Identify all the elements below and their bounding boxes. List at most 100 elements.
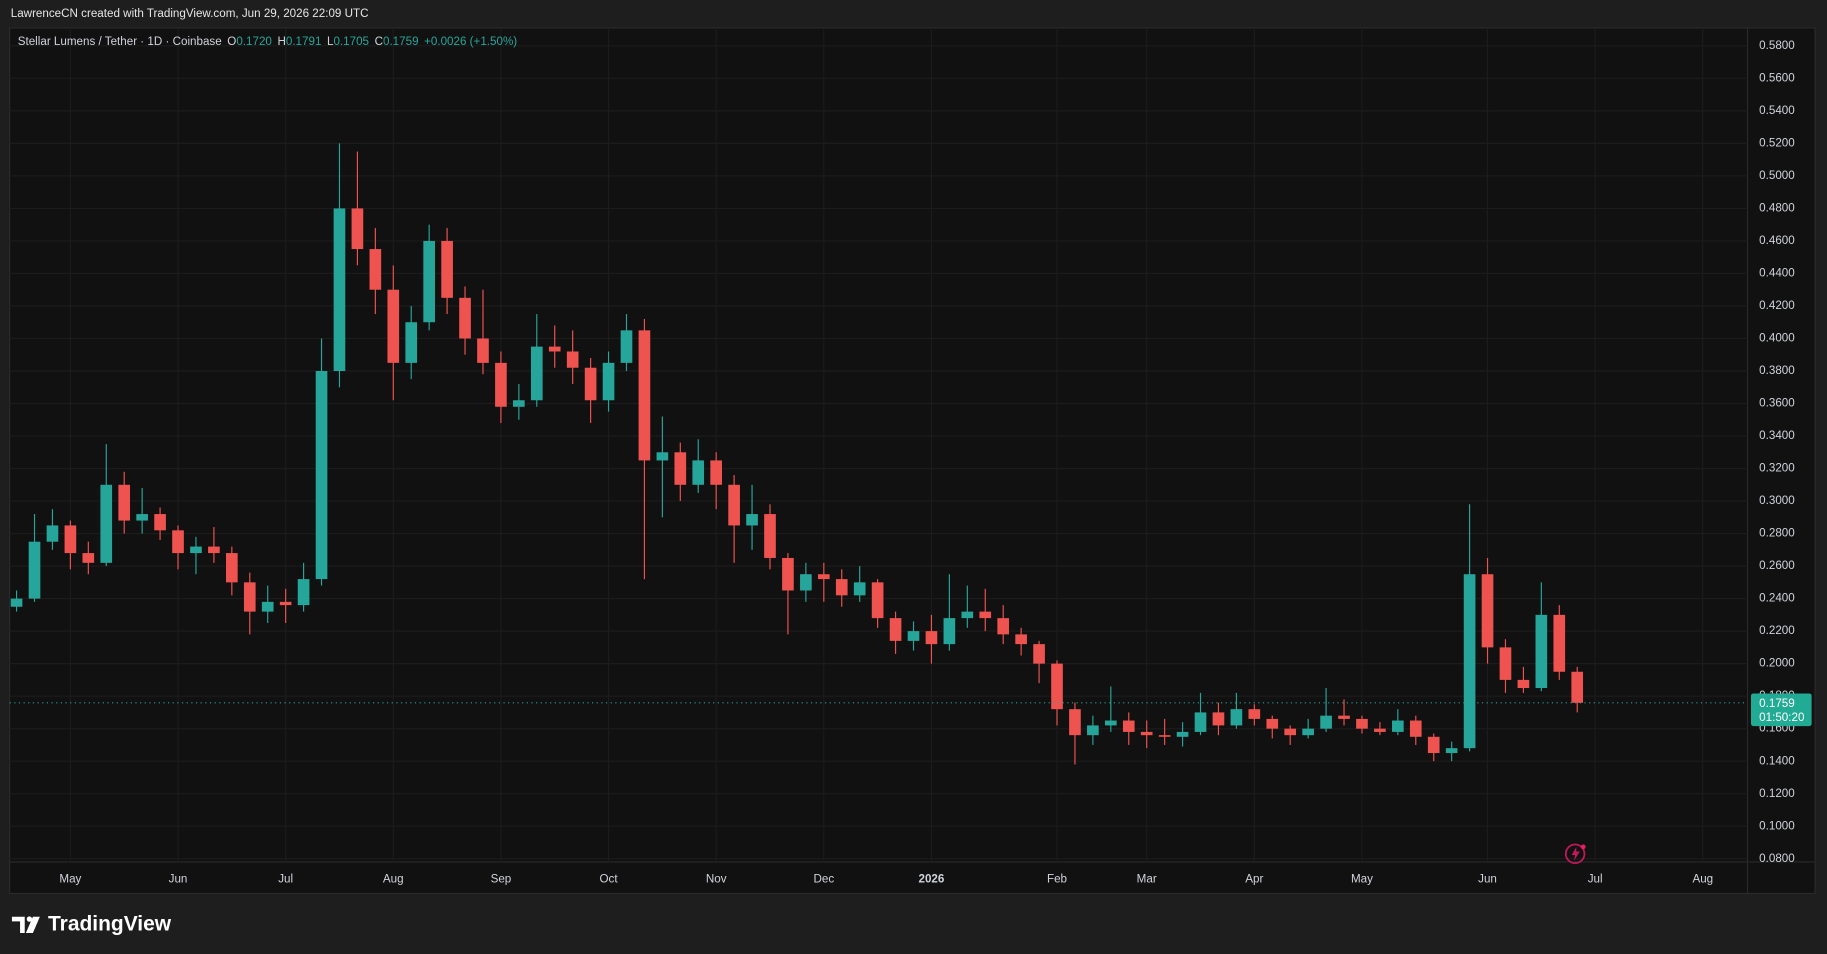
candle-body <box>10 598 23 607</box>
x-tick-label: Sep <box>491 873 512 886</box>
high-value: 0.1791 <box>286 35 322 48</box>
high-label: H <box>277 35 285 48</box>
attribution: LawrenceCN created with TradingView.com,… <box>11 7 369 20</box>
x-tick-label: Aug <box>383 873 404 886</box>
candle-body <box>746 514 758 526</box>
candle-body <box>387 289 400 363</box>
candle-body <box>764 514 776 558</box>
x-tick-label: Feb <box>1047 873 1067 886</box>
close-label: C <box>375 35 383 48</box>
candle-body <box>477 338 489 363</box>
brand-name: TradingView <box>48 912 172 935</box>
y-tick-label: 0.4200 <box>1759 299 1795 312</box>
candle-body <box>1248 709 1261 719</box>
candle-body <box>315 370 328 580</box>
candle-body <box>961 611 974 619</box>
candle-body <box>100 484 113 563</box>
candle-body <box>1104 720 1117 726</box>
candle-body <box>853 582 866 596</box>
y-tick-label: 0.3200 <box>1759 462 1795 475</box>
alert-icon[interactable] <box>1564 843 1586 865</box>
candle-body <box>800 574 812 591</box>
y-tick-label: 0.1000 <box>1759 819 1795 832</box>
candle-body <box>692 460 705 485</box>
symbol: Stellar Lumens / Tether · 1D · Coinbase <box>18 35 222 48</box>
candle-body <box>1140 731 1153 736</box>
y-tick-label: 0.3600 <box>1759 397 1795 410</box>
candle-body <box>1374 728 1386 732</box>
x-tick-label: Apr <box>1245 873 1263 886</box>
candle-body <box>1463 574 1476 749</box>
alert-dot <box>1580 844 1586 850</box>
candle-body <box>979 611 992 619</box>
candle-body <box>1051 663 1063 710</box>
low-label: L <box>327 35 334 48</box>
candle-body <box>1194 712 1207 732</box>
candle-body <box>441 240 453 298</box>
alert-ring <box>1564 843 1586 865</box>
candle-body <box>548 346 561 352</box>
x-tick-label: Mar <box>1137 873 1157 886</box>
y-tick-label: 0.1200 <box>1759 787 1795 800</box>
candle-body <box>1338 715 1350 719</box>
candle-body <box>1409 720 1422 737</box>
y-tick-label: 0.2800 <box>1759 527 1795 540</box>
candle-body <box>136 514 148 521</box>
candles <box>9 143 1748 765</box>
brand-logo[interactable]: TradingView <box>11 912 172 935</box>
x-tick-label: Aug <box>1692 873 1713 886</box>
candle-body <box>118 484 131 521</box>
x-tick-label: Jun <box>169 873 188 886</box>
candle-body <box>423 240 435 323</box>
x-tick-label: Jul <box>278 873 293 886</box>
candle-body <box>997 618 1010 635</box>
candle-body <box>1445 748 1458 754</box>
y-tick-label: 0.4000 <box>1759 332 1795 345</box>
logo-mark-3 <box>25 916 40 934</box>
x-tick-label: May <box>59 873 81 886</box>
candle-body <box>1517 679 1530 689</box>
y-tick-label: 0.3000 <box>1759 494 1795 507</box>
candle-body <box>1553 614 1566 672</box>
candle-body <box>297 579 310 606</box>
last-price-box <box>1751 693 1812 727</box>
candle-body <box>1158 735 1171 737</box>
candle-body <box>566 351 579 368</box>
candle-body <box>46 525 59 542</box>
y-tick-label: 0.2400 <box>1759 592 1795 605</box>
countdown: 01:50:20 <box>1759 711 1805 724</box>
x-tick-label: 2026 <box>919 873 945 886</box>
candle-body <box>495 362 507 407</box>
candle-body <box>261 601 274 612</box>
candle-body <box>28 541 41 599</box>
candle-body <box>1392 720 1404 732</box>
x-tick-label: Nov <box>706 873 727 886</box>
candle-body <box>1176 731 1189 737</box>
candle-body <box>907 631 920 641</box>
candle-body <box>1356 718 1368 729</box>
candle-body <box>530 346 543 401</box>
open-label: O <box>227 35 236 48</box>
x-tick-label: Jun <box>1478 873 1497 886</box>
y-tick-label: 0.4400 <box>1759 267 1795 280</box>
y-tick-label: 0.5400 <box>1759 104 1795 117</box>
y-tick-label: 0.5800 <box>1759 39 1795 52</box>
candle-body <box>243 582 256 612</box>
x-tick-label: Dec <box>813 873 834 886</box>
y-tick-label: 0.2200 <box>1759 624 1795 637</box>
logo-mark-2 <box>26 916 33 922</box>
y-tick-label: 0.5200 <box>1759 136 1795 149</box>
y-tick-label: 0.1400 <box>1759 754 1795 767</box>
candle-body <box>82 553 95 563</box>
candle-body <box>1320 715 1332 729</box>
logo-mark-1 <box>11 916 25 934</box>
candle-body <box>333 208 346 371</box>
close-value: 0.1759 <box>383 35 419 48</box>
candle-body <box>889 618 902 641</box>
y-tick-label: 0.3400 <box>1759 429 1795 442</box>
candle-body <box>172 530 184 554</box>
open-value: 0.1720 <box>236 35 272 48</box>
candle-body <box>351 208 364 250</box>
x-tick-label: Jul <box>1588 873 1603 886</box>
candle-body <box>459 297 471 339</box>
